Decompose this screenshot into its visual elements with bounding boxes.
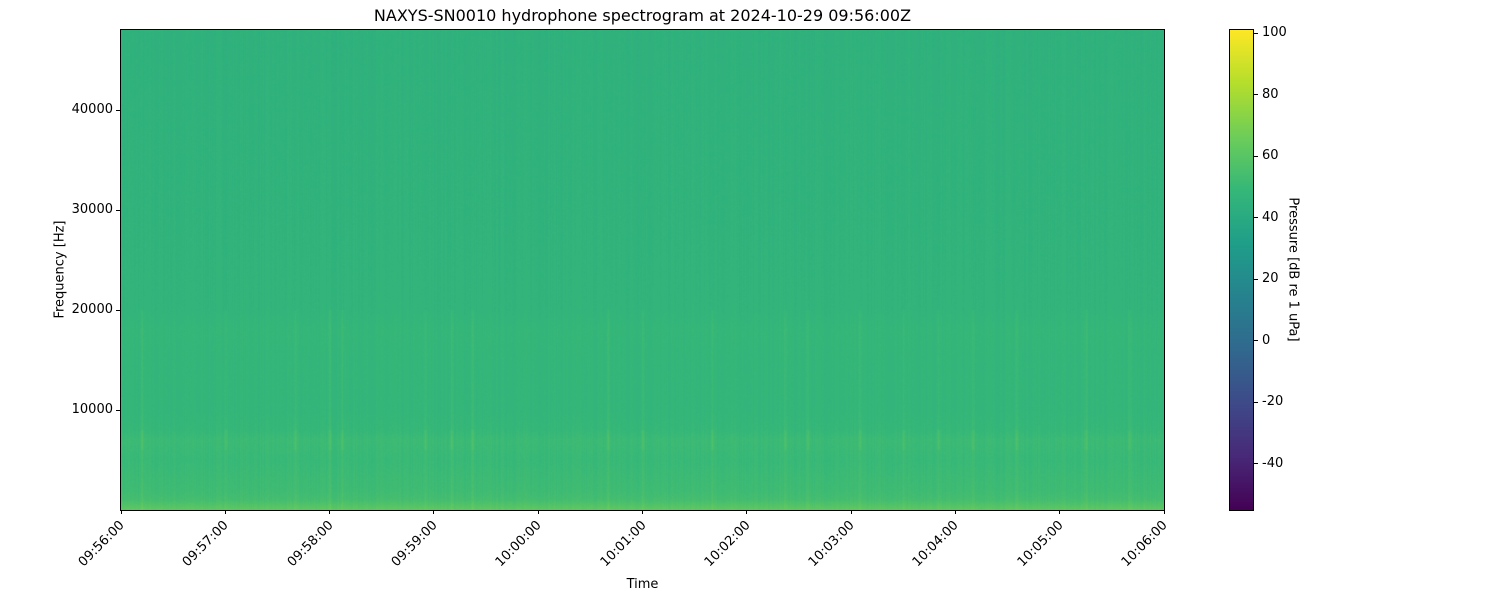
colorbar-tick-mark <box>1254 463 1258 465</box>
colorbar-tick-label: 100 <box>1262 25 1287 41</box>
colorbar-tick-mark <box>1254 32 1258 34</box>
x-tick-mark <box>954 510 956 514</box>
spectrogram-heatmap <box>121 30 1164 510</box>
y-tick-mark <box>116 309 120 311</box>
colorbar-tick-label: 20 <box>1262 271 1279 287</box>
y-tick-mark <box>116 109 120 111</box>
x-tick-label: 10:03:00 <box>805 518 858 570</box>
x-tick-label: 10:00:00 <box>492 518 545 570</box>
x-axis-label: Time <box>626 577 659 592</box>
colorbar-tick-mark <box>1254 217 1258 219</box>
x-tick-label: 10:02:00 <box>701 518 754 570</box>
colorbar-tick-label: -40 <box>1262 455 1284 471</box>
x-tick-label: 09:58:00 <box>284 518 337 570</box>
x-tick-label: 10:06:00 <box>1118 518 1171 570</box>
colorbar-tick-mark <box>1254 401 1258 403</box>
colorbar <box>1230 30 1253 510</box>
colorbar-tick-label: 80 <box>1262 86 1279 102</box>
x-tick-mark <box>746 510 748 514</box>
x-tick-mark <box>1163 510 1165 514</box>
x-tick-label: 09:57:00 <box>180 518 232 570</box>
y-tick-mark <box>116 409 120 411</box>
y-tick-mark <box>116 209 120 211</box>
x-tick-mark <box>433 510 435 514</box>
x-tick-mark <box>329 510 331 514</box>
x-tick-label: 10:04:00 <box>910 518 962 570</box>
colorbar-tick-mark <box>1254 340 1258 342</box>
colorbar-frame <box>1229 29 1254 511</box>
y-tick-label: 20000 <box>71 302 113 317</box>
colorbar-label: Pressure [dB re 1 uPa] <box>1285 197 1301 342</box>
y-tick-label: 30000 <box>71 202 113 217</box>
y-tick-label: 40000 <box>71 102 113 117</box>
x-tick-mark <box>120 510 122 514</box>
colorbar-tick-mark <box>1254 278 1258 280</box>
colorbar-tick-label: 40 <box>1262 209 1279 225</box>
x-tick-mark <box>537 510 539 514</box>
colorbar-tick-label: -20 <box>1262 394 1284 410</box>
x-tick-mark <box>850 510 852 514</box>
colorbar-tick-label: 0 <box>1262 332 1271 348</box>
colorbar-tick-mark <box>1254 94 1258 96</box>
x-tick-label: 09:56:00 <box>75 518 128 570</box>
x-tick-mark <box>224 510 226 514</box>
plot-frame <box>120 29 1165 511</box>
x-tick-mark <box>1059 510 1061 514</box>
x-tick-mark <box>642 510 643 514</box>
colorbar-tick-mark <box>1254 155 1258 157</box>
y-tick-label: 10000 <box>71 402 113 417</box>
x-tick-label: 10:05:00 <box>1014 518 1067 570</box>
x-tick-label: 09:59:00 <box>388 518 441 570</box>
x-tick-label: 10:01:00 <box>597 518 650 570</box>
colorbar-tick-label: 60 <box>1262 148 1279 164</box>
chart-title: NAXYS-SN0010 hydrophone spectrogram at 2… <box>373 6 912 25</box>
